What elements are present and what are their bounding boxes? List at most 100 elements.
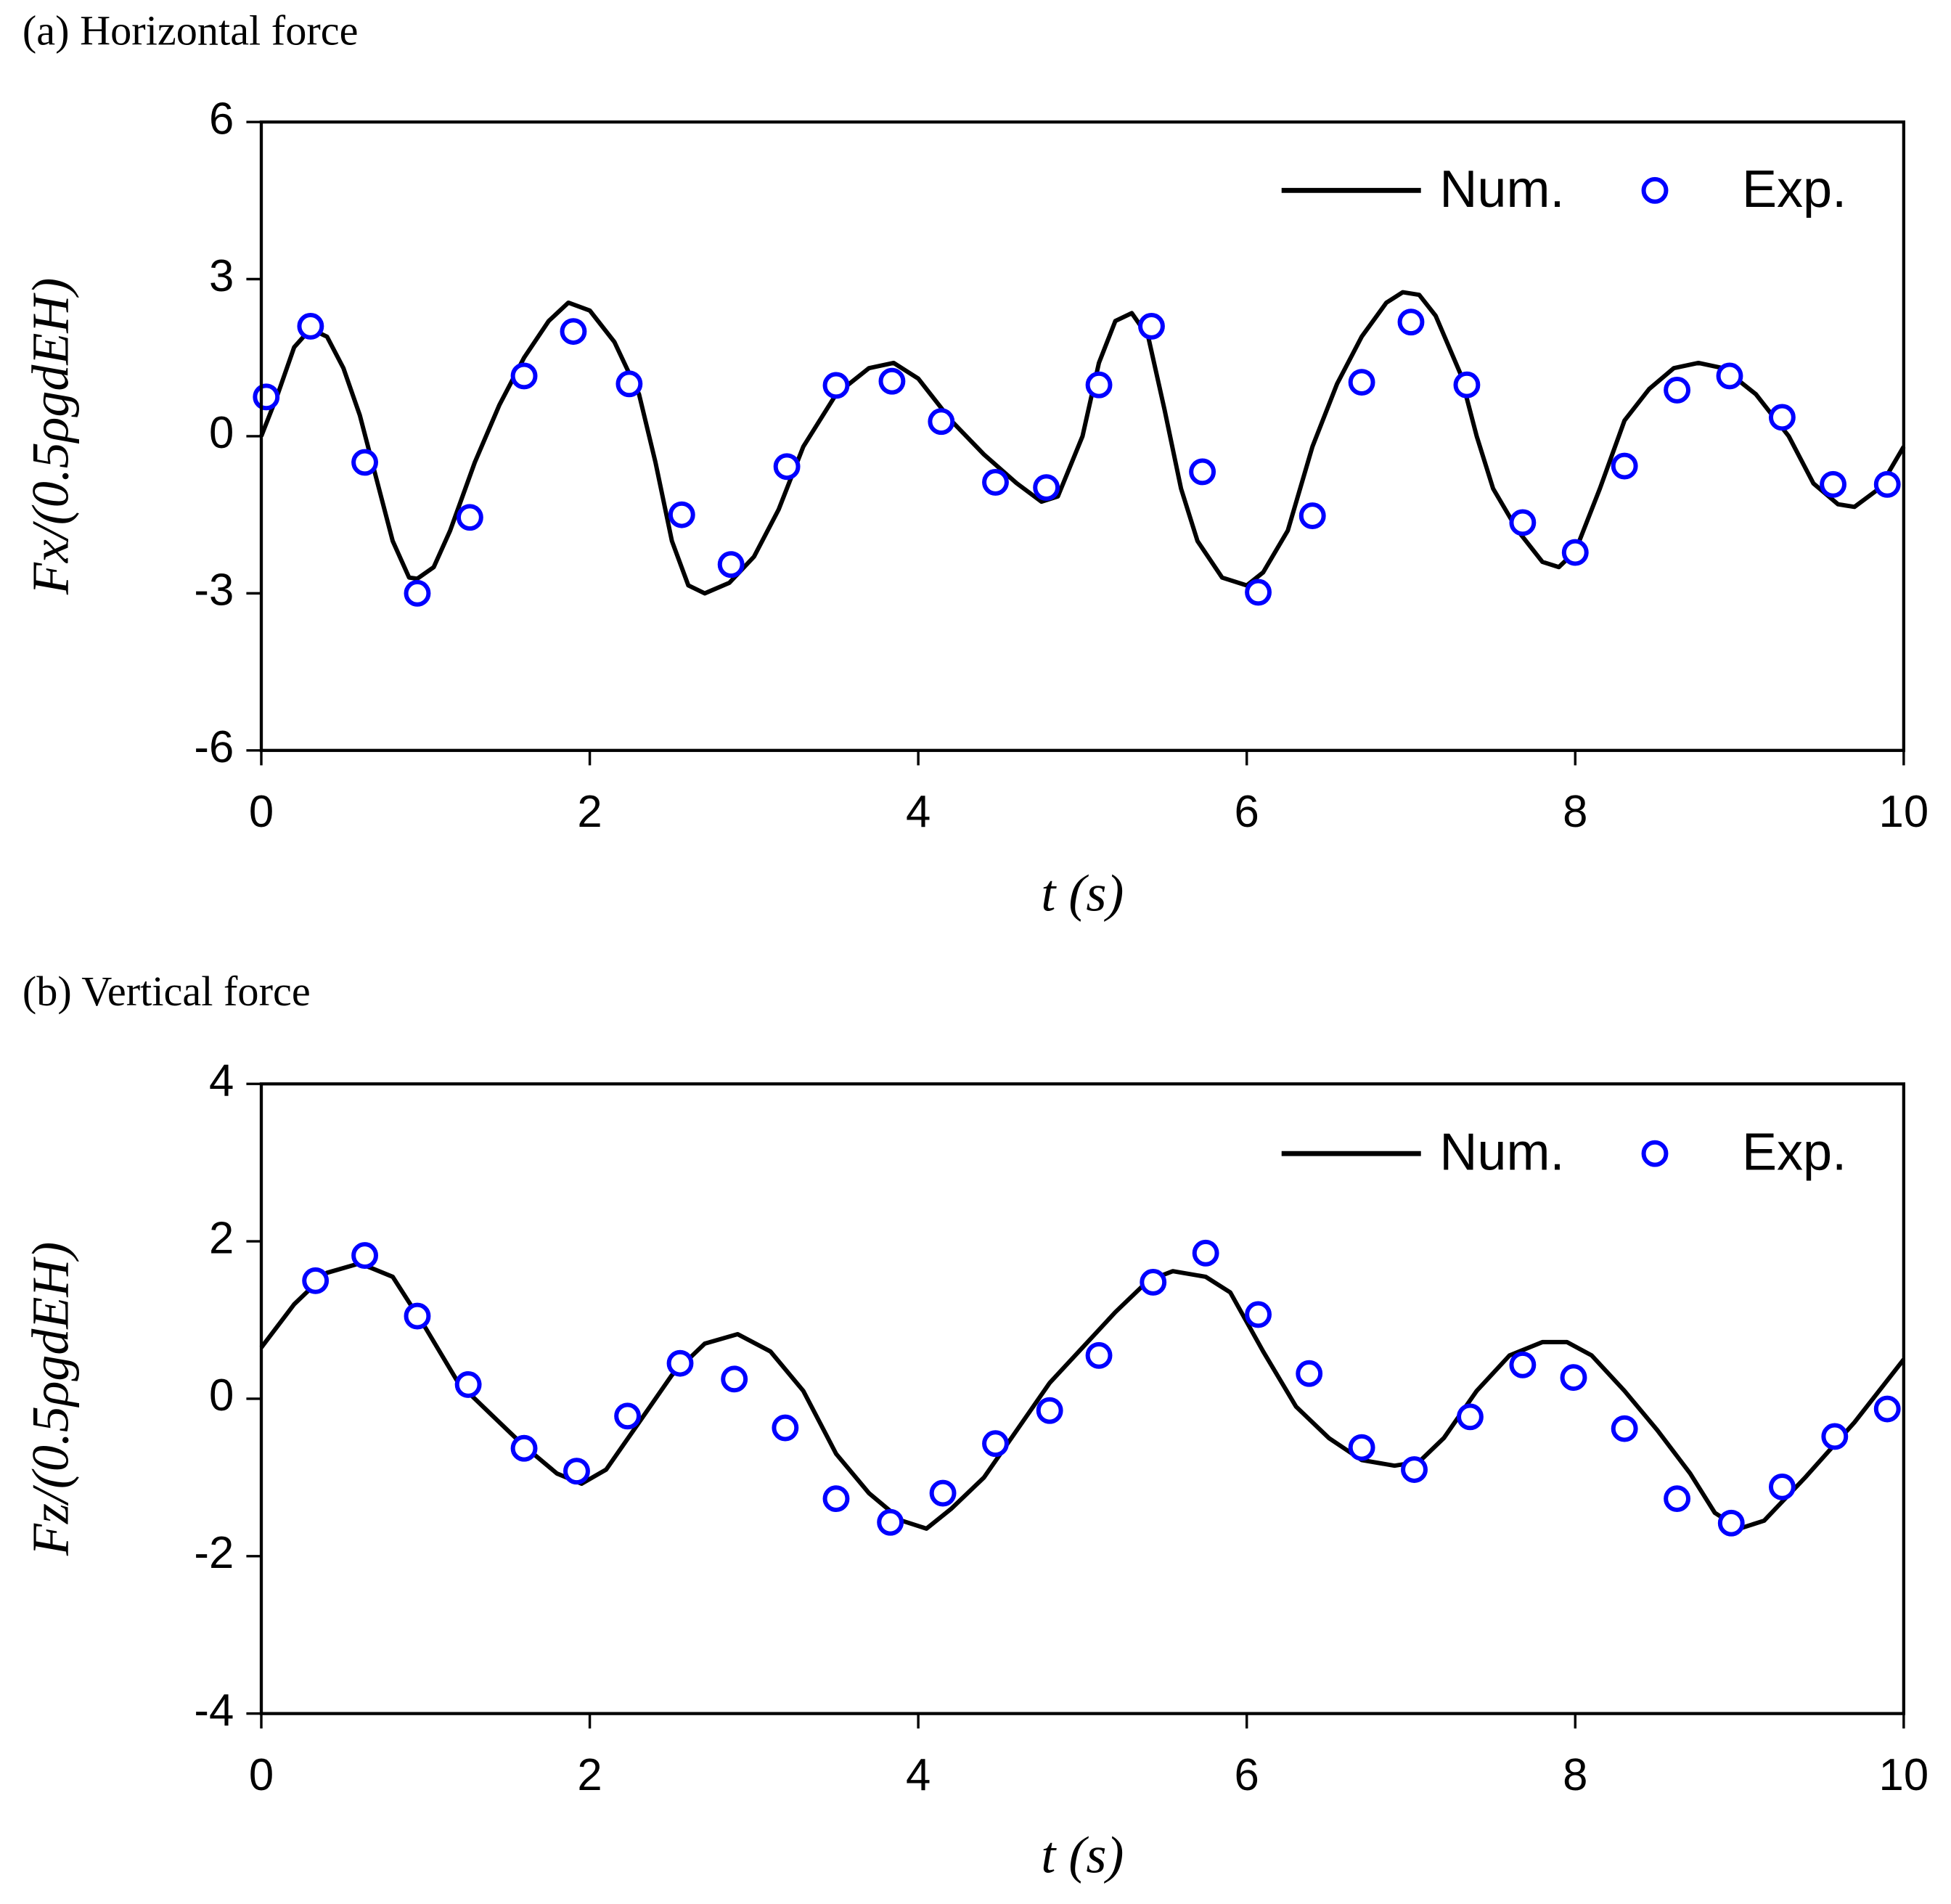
- exp-point: [1192, 1239, 1219, 1267]
- y-tick-label: -3: [194, 565, 234, 616]
- y-tick-label: -6: [194, 722, 234, 772]
- exp-point: [1664, 377, 1691, 404]
- x-tick-label: 10: [1879, 1750, 1929, 1800]
- x-tick-label: 8: [1563, 787, 1587, 837]
- x-tick-label: 6: [1235, 787, 1259, 837]
- plot-frame: [259, 1082, 1905, 1715]
- x-tick-label: 6: [1235, 1750, 1259, 1800]
- exp-point: [1397, 309, 1425, 336]
- exp-point: [614, 1402, 642, 1430]
- exp-point: [404, 1302, 431, 1330]
- exp-point: [773, 453, 801, 481]
- exp-point: [822, 1485, 850, 1513]
- x-tick-label: 10: [1879, 787, 1929, 837]
- legend-label: Exp.: [1742, 160, 1846, 218]
- exp-point: [510, 362, 538, 390]
- exp-point: [1085, 371, 1113, 399]
- exp-point: [302, 1267, 330, 1294]
- exp-point: [253, 383, 280, 411]
- exp-point: [1664, 1485, 1691, 1513]
- exp-point: [1138, 312, 1165, 340]
- exp-point: [1716, 362, 1743, 390]
- y-axis-label: Fx/(0.5ρgdEH): [22, 278, 80, 595]
- exp-point: [666, 1349, 694, 1377]
- exp-point: [1457, 1403, 1484, 1431]
- x-tick-label: 2: [577, 1750, 602, 1800]
- legend-marker: [1641, 1140, 1669, 1167]
- exp-point: [404, 579, 431, 607]
- x-tick-label: 0: [249, 787, 274, 837]
- exp-point: [772, 1414, 799, 1442]
- exp-point: [563, 1458, 590, 1485]
- exp-point: [717, 551, 745, 579]
- exp-point: [721, 1365, 748, 1393]
- exp-point: [560, 318, 587, 346]
- exp-point: [929, 1479, 957, 1507]
- exp-point: [1140, 1269, 1167, 1296]
- x-tick-label: 4: [906, 787, 930, 837]
- exp-point: [877, 1508, 904, 1536]
- exp-point: [928, 408, 955, 436]
- exp-point: [297, 312, 324, 340]
- exp-point: [822, 372, 850, 399]
- num-line: [259, 290, 1906, 596]
- y-tick-label: 3: [209, 251, 234, 301]
- exp-point: [351, 1242, 378, 1270]
- exp-point: [1717, 1509, 1745, 1537]
- exp-point: [1348, 1434, 1375, 1461]
- exp-point: [1036, 1397, 1063, 1424]
- exp-point: [1820, 470, 1846, 498]
- x-tick-label: 4: [906, 1750, 930, 1800]
- exp-point: [1296, 1360, 1323, 1387]
- x-axis-label: t (s): [1041, 864, 1124, 922]
- exp-point: [454, 1370, 482, 1398]
- exp-point: [878, 367, 906, 395]
- x-tick-label: 2: [577, 787, 602, 837]
- y-tick-label: 6: [209, 94, 234, 144]
- y-tick-label: 4: [209, 1056, 234, 1106]
- exp-point: [1085, 1341, 1113, 1369]
- exp-point: [1611, 1415, 1638, 1442]
- exp-point: [1509, 1351, 1537, 1378]
- legend-label: Exp.: [1742, 1124, 1846, 1182]
- x-tick-label: 0: [249, 1750, 274, 1800]
- exp-point: [1033, 474, 1060, 502]
- legend-label: Num.: [1439, 160, 1564, 218]
- exp-point: [1509, 509, 1537, 536]
- exp-point: [456, 504, 483, 531]
- exp-point: [982, 468, 1009, 496]
- y-tick-label: 0: [209, 408, 234, 458]
- exp-point: [1245, 579, 1272, 606]
- legend-label: Num.: [1439, 1124, 1564, 1182]
- y-tick-label: 0: [209, 1370, 234, 1421]
- exp-point: [982, 1430, 1009, 1458]
- exp-point: [1611, 452, 1638, 480]
- y-tick-label: 2: [209, 1213, 234, 1263]
- exp-point: [1189, 458, 1216, 486]
- num-line: [259, 1261, 1906, 1531]
- chart-title: (b) Vertical force: [23, 968, 311, 1015]
- y-tick-label: -2: [194, 1528, 234, 1578]
- plot-frame: [259, 120, 1905, 752]
- chart-title: (a) Horizontal force: [23, 7, 359, 54]
- exp-point: [1401, 1456, 1428, 1483]
- y-tick-label: -4: [194, 1686, 234, 1736]
- exp-point: [1768, 404, 1796, 431]
- exp-point: [668, 501, 695, 528]
- exp-point: [510, 1434, 538, 1462]
- exp-point: [1561, 539, 1589, 566]
- y-axis-label: Fz/(0.5ρgdEH): [22, 1242, 80, 1556]
- exp-point: [351, 449, 378, 476]
- exp-point: [1245, 1301, 1272, 1328]
- exp-point: [1768, 1473, 1796, 1500]
- exp-point: [1348, 369, 1375, 396]
- x-tick-label: 8: [1563, 1750, 1587, 1800]
- exp-point: [615, 370, 643, 398]
- x-axis-label: t (s): [1041, 1826, 1124, 1884]
- exp-point: [1873, 470, 1901, 498]
- exp-point: [1821, 1423, 1849, 1450]
- exp-point: [1560, 1364, 1587, 1392]
- legend-marker: [1641, 176, 1669, 204]
